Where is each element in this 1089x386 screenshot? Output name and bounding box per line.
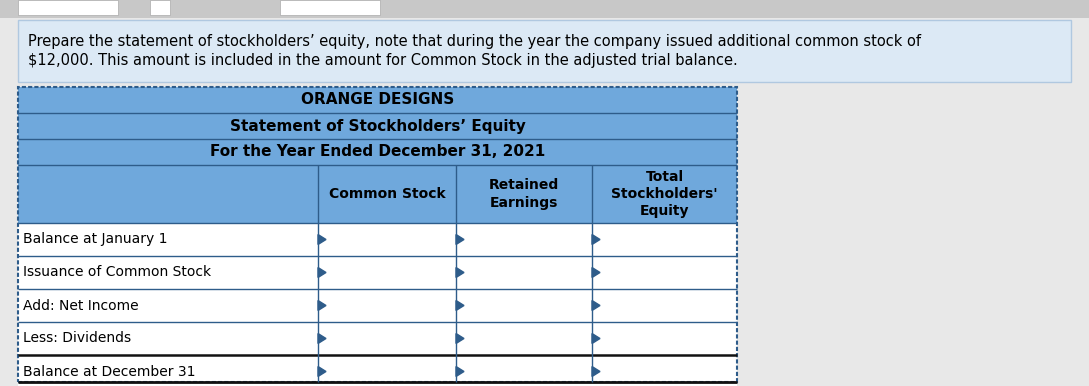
Polygon shape xyxy=(456,300,464,310)
Text: For the Year Ended December 31, 2021: For the Year Ended December 31, 2021 xyxy=(210,144,546,159)
FancyBboxPatch shape xyxy=(19,0,118,15)
FancyBboxPatch shape xyxy=(0,0,1089,18)
Text: Retained
Earnings: Retained Earnings xyxy=(489,178,559,210)
FancyBboxPatch shape xyxy=(150,0,170,15)
FancyBboxPatch shape xyxy=(19,322,737,355)
Text: ORANGE DESIGNS: ORANGE DESIGNS xyxy=(301,93,454,107)
FancyBboxPatch shape xyxy=(19,139,737,165)
Polygon shape xyxy=(592,235,600,244)
Polygon shape xyxy=(592,267,600,278)
FancyBboxPatch shape xyxy=(19,165,737,223)
FancyBboxPatch shape xyxy=(19,113,737,139)
Polygon shape xyxy=(456,267,464,278)
Text: Less: Dividends: Less: Dividends xyxy=(23,332,131,345)
Polygon shape xyxy=(318,235,326,244)
Polygon shape xyxy=(318,267,326,278)
Text: Common Stock: Common Stock xyxy=(329,187,445,201)
FancyBboxPatch shape xyxy=(19,20,1070,82)
Polygon shape xyxy=(318,334,326,344)
FancyBboxPatch shape xyxy=(19,355,737,386)
FancyBboxPatch shape xyxy=(19,87,737,113)
Polygon shape xyxy=(456,235,464,244)
Text: Balance at December 31: Balance at December 31 xyxy=(23,364,196,379)
Text: Add: Net Income: Add: Net Income xyxy=(23,298,138,313)
Polygon shape xyxy=(456,334,464,344)
Text: Total
Stockholders'
Equity: Total Stockholders' Equity xyxy=(611,170,718,218)
Polygon shape xyxy=(592,366,600,376)
FancyBboxPatch shape xyxy=(19,256,737,289)
FancyBboxPatch shape xyxy=(19,289,737,322)
Polygon shape xyxy=(592,334,600,344)
Polygon shape xyxy=(592,300,600,310)
Polygon shape xyxy=(318,366,326,376)
Polygon shape xyxy=(456,366,464,376)
Text: Prepare the statement of stockholders’ equity, note that during the year the com: Prepare the statement of stockholders’ e… xyxy=(28,34,921,68)
Text: Balance at January 1: Balance at January 1 xyxy=(23,232,168,247)
Text: Issuance of Common Stock: Issuance of Common Stock xyxy=(23,266,211,279)
Text: Statement of Stockholders’ Equity: Statement of Stockholders’ Equity xyxy=(230,119,525,134)
FancyBboxPatch shape xyxy=(19,223,737,256)
FancyBboxPatch shape xyxy=(280,0,380,15)
Polygon shape xyxy=(318,300,326,310)
